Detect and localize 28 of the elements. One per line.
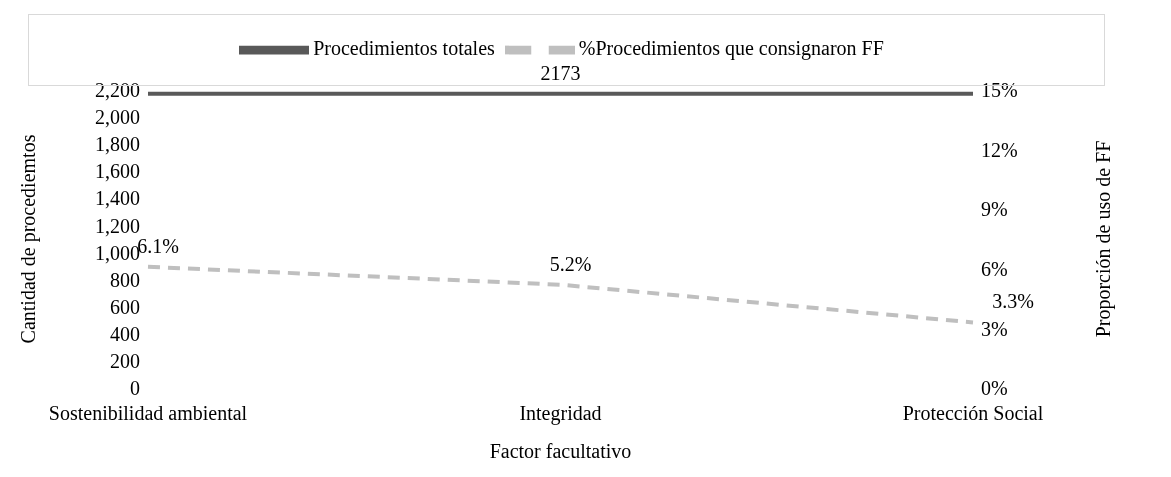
x-tick-label: Sostenibilidad ambiental <box>48 402 248 425</box>
x-axis-title: Factor facultativo <box>489 440 632 462</box>
y2-tick-label: 6% <box>981 257 1008 280</box>
y-tick-label: 800 <box>110 268 140 291</box>
y-tick-label: 600 <box>110 295 140 318</box>
data-label: 3.3% <box>992 290 1034 313</box>
y-axis-title: Cantidad de procediemtos <box>17 134 41 344</box>
y-tick-label: 400 <box>110 322 140 345</box>
y-tick-label: 1,600 <box>95 160 140 183</box>
y-tick-label: 2,000 <box>95 106 140 129</box>
y-tick-label: 1,200 <box>95 214 140 237</box>
y-tick-label: 200 <box>110 350 140 373</box>
data-label: 5.2% <box>549 252 592 275</box>
y2-axis-title: Proporción de uso de FF <box>1092 140 1116 338</box>
x-tick-label: Protección Social <box>902 402 1044 425</box>
x-tick-label: Integridad <box>519 402 602 426</box>
data-label: 2173 <box>540 61 581 84</box>
y2-tick-label: 3% <box>981 317 1008 340</box>
y-tick-label: 1,800 <box>95 133 140 156</box>
legend-label: %Procedimientos que consignaron FF <box>578 36 884 59</box>
y2-tick-label: 9% <box>981 198 1008 221</box>
y2-tick-label: 0% <box>981 377 1008 400</box>
legend-label: Procedimientos totales <box>313 36 495 59</box>
y2-tick-label: 15% <box>981 79 1018 102</box>
y-tick-label: 2,200 <box>95 79 140 102</box>
y-tick-label: 0 <box>130 377 140 400</box>
y2-tick-label: 12% <box>981 138 1018 161</box>
y-tick-label: 1,400 <box>95 187 140 210</box>
